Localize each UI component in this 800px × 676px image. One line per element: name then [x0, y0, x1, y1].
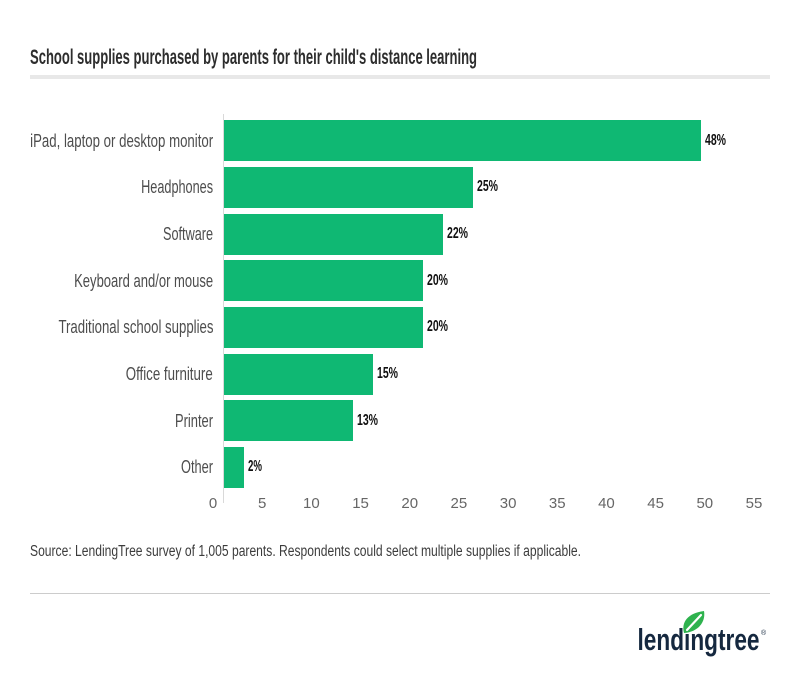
x-axis-tick-label: 45	[647, 495, 664, 512]
bar	[224, 306, 423, 348]
bar	[224, 166, 473, 208]
value-label: 2%	[248, 458, 262, 476]
chart-title: School supplies purchased by parents for…	[30, 46, 477, 69]
x-axis-tick-label: 30	[499, 495, 517, 512]
x-axis-tick-label: 50	[696, 495, 714, 512]
x-axis-tick-label: 0	[208, 495, 218, 512]
x-axis-tick-label: 5	[258, 495, 267, 512]
x-axis-tick-label: 10	[303, 495, 320, 512]
bar	[224, 353, 373, 395]
lendingtree-logo: lendıngtree ®	[638, 611, 767, 657]
registered-mark: ®	[761, 629, 767, 637]
x-axis-tick-label: 15	[352, 495, 369, 512]
category-label: Headphones	[141, 177, 213, 198]
x-axis-tick-label: 55	[745, 495, 763, 512]
value-label: 15%	[377, 365, 398, 383]
bar	[224, 446, 244, 488]
category-label: Keyboard and/or mouse	[74, 270, 213, 291]
bar	[224, 120, 701, 162]
title-divider	[30, 75, 770, 79]
category-label: Software	[163, 224, 213, 245]
bar	[224, 260, 423, 302]
bar	[224, 213, 443, 255]
category-label: Printer	[175, 410, 213, 431]
leaf-icon	[683, 611, 705, 633]
value-label: 25%	[477, 178, 498, 196]
category-axis-line	[223, 114, 224, 503]
footer-divider	[30, 593, 770, 594]
value-label: 20%	[427, 318, 448, 336]
source-note: Source: LendingTree survey of 1,005 pare…	[30, 543, 581, 560]
value-label: 22%	[447, 225, 468, 243]
x-axis-tick-label: 35	[548, 495, 566, 512]
x-axis-tick-label: 25	[450, 495, 468, 512]
category-label: Office furniture	[126, 364, 213, 385]
category-label: Other	[181, 457, 213, 478]
x-axis-tick-label: 20	[401, 495, 419, 512]
bar	[224, 400, 353, 442]
value-label: 48%	[705, 131, 726, 149]
logo-text: lendıngtree	[638, 622, 760, 657]
value-label: 20%	[427, 271, 448, 289]
category-label: Traditional school supplies	[58, 317, 213, 338]
value-label: 13%	[357, 411, 378, 429]
x-axis-tick-label: 40	[598, 495, 615, 512]
category-label: iPad, laptop or desktop monitor	[30, 130, 213, 151]
